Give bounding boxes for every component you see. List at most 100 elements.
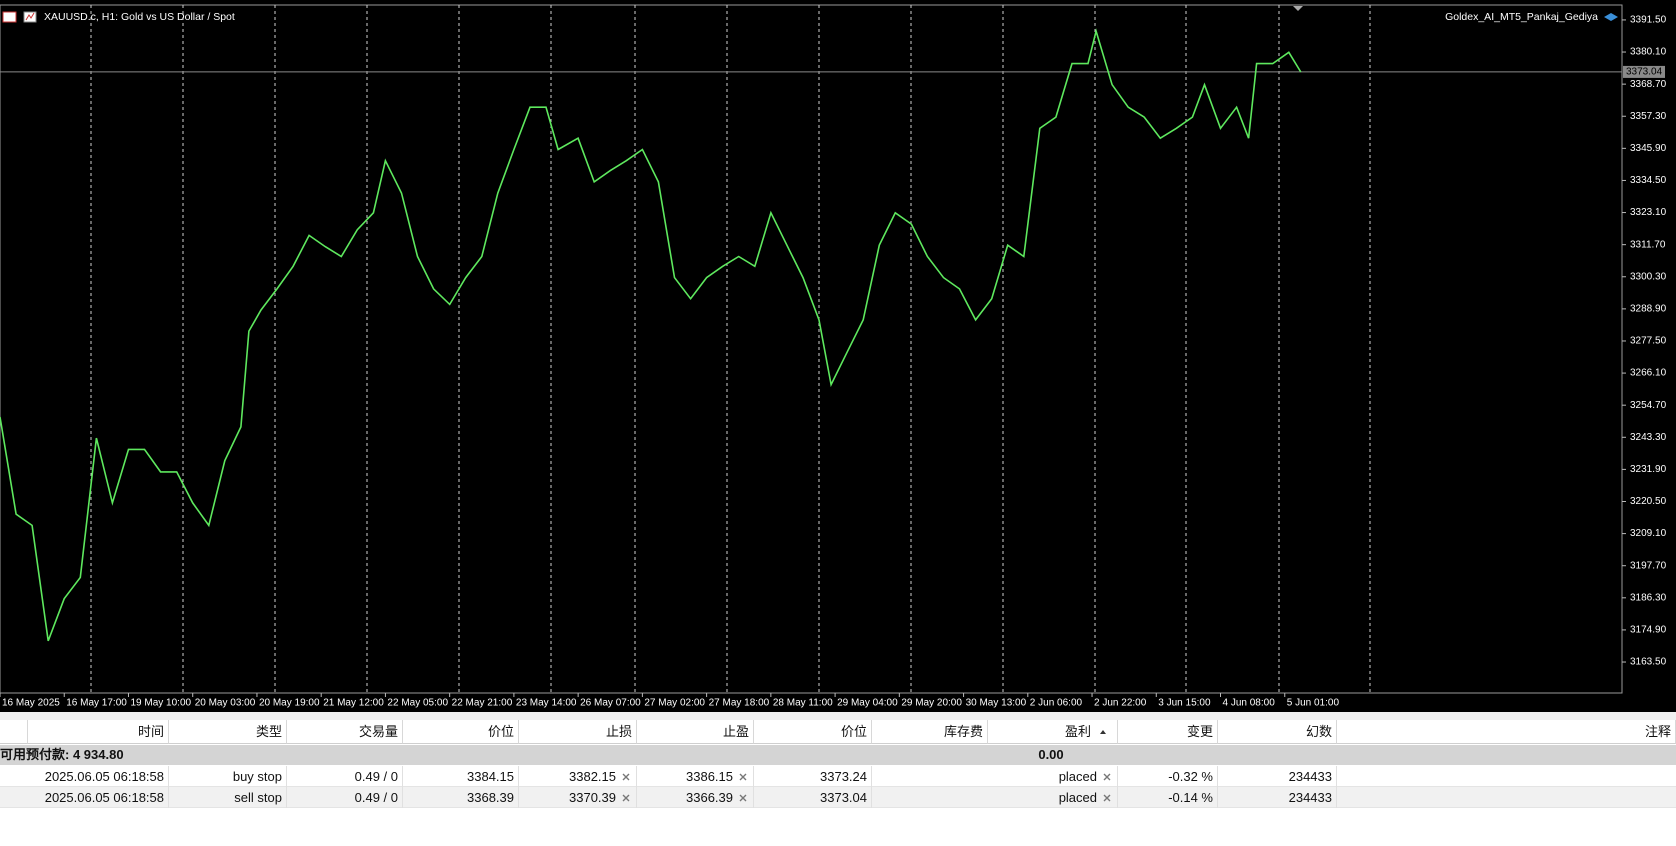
remove-icon[interactable]: [621, 793, 631, 803]
header-cell[interactable]: 价位: [754, 720, 872, 744]
header-label: 止盈: [722, 724, 749, 739]
order-cell: 3370.39: [519, 787, 637, 808]
x-tick-label: 28 May 11:00: [773, 698, 833, 709]
y-tick-label: 3254.70: [1630, 400, 1667, 411]
header-label: 止损: [605, 724, 632, 739]
order-cell: sell stop: [169, 787, 287, 808]
expert-icon: [1604, 13, 1618, 21]
header-label: 价位: [487, 724, 514, 739]
y-tick-label: 3277.50: [1630, 336, 1667, 347]
header-cell[interactable]: 注释: [1337, 720, 1676, 744]
order-cell: placed: [988, 787, 1118, 808]
order-cell: 3373.04: [754, 787, 872, 808]
header-cell[interactable]: 时间: [28, 720, 169, 744]
x-tick-label: 29 May 04:00: [837, 698, 898, 709]
order-cell: 3384.15: [403, 766, 519, 787]
header-cell: [0, 720, 28, 744]
header-label: 时间: [137, 724, 164, 739]
order-row[interactable]: 2025.06.05 06:18:58 buy stop 0.49 / 0 3384.…: [0, 766, 1676, 787]
y-tick-label: 3174.90: [1630, 625, 1667, 636]
header-cell[interactable]: 价位: [403, 720, 519, 744]
remove-icon[interactable]: [738, 772, 748, 782]
y-tick-label: 3209.10: [1630, 528, 1667, 539]
y-tick-label: 3357.30: [1630, 111, 1667, 122]
chart-background: [0, 0, 1676, 712]
remove-icon[interactable]: [1102, 793, 1112, 803]
trade-panel: 时间 类型 交易量 价位 止损 止盈 价位 库存费 盈利 变更 幻数 注释可用预付款: 4 934.8…: [0, 712, 1676, 846]
header-cell[interactable]: 止损: [519, 720, 637, 744]
x-tick-label: 21 May 12:00: [323, 698, 384, 709]
header-label: 类型: [255, 724, 282, 739]
x-tick-label: 23 May 14:00: [516, 698, 577, 709]
order-cell: placed: [988, 766, 1118, 787]
header-cell[interactable]: 库存费: [872, 720, 988, 744]
current-price-box: [1623, 65, 1665, 78]
panel-gap: [0, 712, 1676, 720]
y-tick-label: 3311.70: [1630, 239, 1666, 250]
x-tick-label: 5 Jun 01:00: [1287, 698, 1340, 709]
sort-arrow: [1100, 730, 1106, 734]
x-tick-label: 26 May 07:00: [580, 698, 641, 709]
x-tick-label: 27 May 18:00: [709, 698, 770, 709]
header-label: 变更: [1186, 724, 1213, 739]
y-tick-label: 3334.50: [1630, 175, 1667, 186]
header-label: 幻数: [1305, 724, 1332, 739]
y-tick-label: 3163.50: [1630, 657, 1667, 668]
order-cell: -0.32 %: [1118, 766, 1218, 787]
x-tick-label: 22 May 21:00: [452, 698, 513, 709]
price-line: [0, 28, 1302, 642]
summary-profit: 0.00: [1038, 747, 1064, 762]
x-tick-label: 3 Jun 15:00: [1158, 698, 1211, 709]
expert-name: Goldex_AI_MT5_Pankaj_Gediya: [1445, 11, 1598, 23]
header-label: 注释: [1644, 724, 1671, 739]
order-cell: 3382.15: [519, 766, 637, 787]
order-cell: 2025.06.05 06:18:58: [28, 787, 169, 808]
y-tick-label: 3345.90: [1630, 143, 1667, 154]
order-cell: 0.49 / 0: [287, 787, 403, 808]
header-cell[interactable]: 类型: [169, 720, 287, 744]
header-cell[interactable]: 幻数: [1218, 720, 1337, 744]
current-price-label: 3373.04: [1626, 67, 1663, 78]
shift-marker: [1293, 6, 1303, 11]
y-tick-label: 3197.70: [1630, 560, 1667, 571]
remove-icon[interactable]: [738, 793, 748, 803]
y-tick-label: 3243.30: [1630, 432, 1667, 443]
remove-icon[interactable]: [1102, 772, 1112, 782]
y-tick-label: 3186.30: [1630, 592, 1667, 603]
x-tick-label: 30 May 13:00: [966, 698, 1027, 709]
order-cell: 2025.06.05 06:18:58: [28, 766, 169, 787]
header-cell[interactable]: 盈利: [988, 720, 1118, 744]
x-tick-label: 19 May 10:00: [130, 698, 191, 709]
x-tick-label: 4 Jun 08:00: [1223, 698, 1276, 709]
x-tick-label: 27 May 02:00: [644, 698, 705, 709]
header-cell[interactable]: 变更: [1118, 720, 1218, 744]
x-tick-label: 22 May 05:00: [387, 698, 448, 709]
order-cell: 234433: [1218, 787, 1337, 808]
order-row[interactable]: 2025.06.05 06:18:58 sell stop 0.49 / 0 3368…: [0, 787, 1676, 808]
order-cell: 3368.39: [403, 787, 519, 808]
order-cell: 3386.15: [637, 766, 754, 787]
header-cell[interactable]: 交易量: [287, 720, 403, 744]
header-label: 交易量: [358, 724, 398, 739]
x-tick-label: 16 May 17:00: [66, 698, 127, 709]
y-tick-label: 3368.70: [1630, 79, 1667, 90]
x-tick-label: 20 May 03:00: [195, 698, 256, 709]
x-tick-label: 2 Jun 06:00: [1030, 698, 1083, 709]
summary-row: 可用预付款: 4 934.80 0.00: [0, 745, 1676, 765]
order-cell: buy stop: [169, 766, 287, 787]
y-tick-label: 3380.10: [1630, 47, 1667, 58]
y-tick-label: 3300.30: [1630, 271, 1667, 282]
y-tick-label: 3391.50: [1630, 15, 1667, 26]
x-tick-label: 2 Jun 22:00: [1094, 698, 1147, 709]
x-tick-label: 16 May 2025: [2, 698, 60, 709]
header-label: 库存费: [943, 724, 983, 739]
header-cell[interactable]: 止盈: [637, 720, 754, 744]
remove-icon[interactable]: [621, 772, 631, 782]
y-tick-label: 3323.10: [1630, 207, 1667, 218]
chart-title: XAUUSD.c, H1: Gold vs US Dollar / Spot: [44, 11, 235, 23]
header-label: 价位: [840, 724, 867, 739]
y-tick-label: 3220.50: [1630, 496, 1667, 507]
y-tick-label: 3288.90: [1630, 304, 1667, 315]
order-cell: 3366.39: [637, 787, 754, 808]
